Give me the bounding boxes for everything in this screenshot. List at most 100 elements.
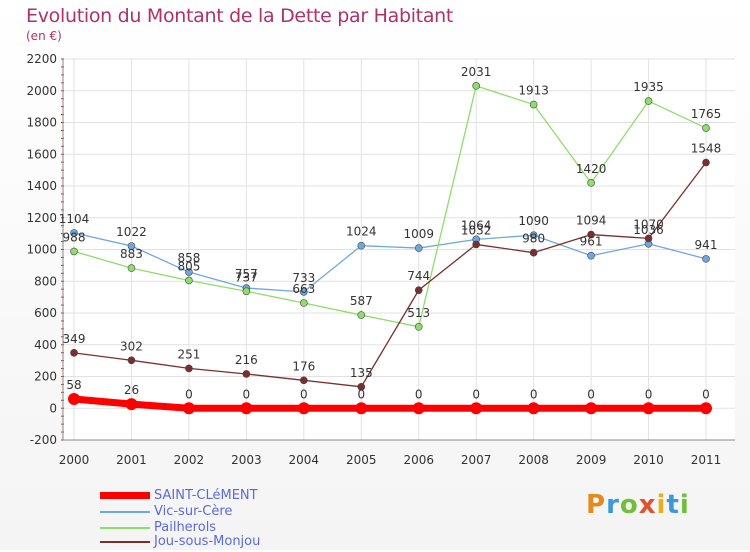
data-label: 587 bbox=[350, 294, 373, 308]
y-tick-label: 2200 bbox=[26, 52, 57, 66]
data-point bbox=[300, 288, 308, 296]
data-label: 883 bbox=[120, 247, 143, 261]
data-point bbox=[70, 349, 78, 357]
data-label: 0 bbox=[243, 387, 251, 401]
data-label: 1420 bbox=[576, 162, 607, 176]
data-point bbox=[357, 383, 366, 391]
y-tick-label: 800 bbox=[34, 274, 57, 288]
data-point bbox=[185, 364, 193, 373]
data-label: 135 bbox=[350, 366, 373, 380]
logo-letter: r bbox=[606, 490, 620, 520]
data-label: 26 bbox=[124, 383, 139, 397]
data-label: 858 bbox=[177, 251, 200, 265]
data-point bbox=[357, 311, 366, 319]
data-label: 1765 bbox=[691, 107, 722, 121]
legend-label: Vic-sur-Cère bbox=[154, 504, 233, 519]
y-tick-label: 600 bbox=[34, 306, 57, 320]
x-tick-label: 2005 bbox=[346, 453, 377, 467]
data-label: 0 bbox=[587, 387, 595, 401]
legend-swatch bbox=[100, 541, 150, 543]
y-tick-label: 400 bbox=[34, 338, 57, 352]
y-tick-label: 1600 bbox=[26, 147, 57, 161]
data-label: 2031 bbox=[461, 65, 492, 79]
x-tick-label: 2003 bbox=[231, 453, 262, 467]
series-line-0 bbox=[70, 395, 710, 412]
data-point bbox=[644, 97, 653, 105]
data-label: 961 bbox=[580, 235, 603, 249]
data-label: 1094 bbox=[576, 214, 607, 228]
data-point bbox=[587, 179, 595, 187]
x-tick-label: 2009 bbox=[576, 453, 607, 467]
logo-letter: i bbox=[656, 490, 667, 520]
series-line-1 bbox=[73, 232, 707, 293]
data-label: 1090 bbox=[518, 214, 549, 228]
data-point bbox=[70, 247, 78, 256]
data-point bbox=[300, 299, 308, 307]
x-tick-label: 2000 bbox=[59, 453, 90, 467]
data-label: 988 bbox=[63, 230, 86, 244]
data-point bbox=[414, 244, 423, 252]
chart-title: Evolution du Montant de la Dette par Hab… bbox=[26, 5, 454, 27]
series-line-2 bbox=[73, 85, 707, 328]
data-point bbox=[242, 287, 251, 296]
data-point bbox=[300, 376, 308, 385]
y-tick-label: 1400 bbox=[26, 179, 57, 193]
data-point bbox=[642, 402, 655, 415]
data-label: 941 bbox=[695, 238, 718, 252]
legend-label: SAINT-CLéMENT bbox=[154, 488, 258, 503]
data-point bbox=[185, 268, 193, 276]
data-point bbox=[127, 264, 136, 272]
x-tick-label: 2010 bbox=[633, 453, 664, 467]
data-label: 1064 bbox=[461, 218, 492, 232]
data-label: 216 bbox=[235, 353, 258, 367]
data-label: 58 bbox=[66, 378, 81, 392]
data-point bbox=[472, 240, 480, 249]
data-label: 737 bbox=[235, 270, 258, 284]
data-point bbox=[297, 402, 310, 415]
data-label: 302 bbox=[120, 339, 143, 353]
data-point bbox=[587, 230, 595, 239]
legend-swatch bbox=[100, 527, 150, 529]
data-label: 251 bbox=[177, 347, 200, 361]
x-tick-label: 2004 bbox=[289, 453, 320, 467]
data-label: 0 bbox=[530, 387, 538, 401]
legend-swatch bbox=[100, 492, 150, 499]
series-line-3 bbox=[73, 161, 707, 388]
data-label: 0 bbox=[415, 387, 423, 401]
y-tick-label: -200 bbox=[30, 433, 57, 447]
y-tick-label: 0 bbox=[49, 401, 57, 415]
data-point bbox=[587, 251, 595, 260]
data-point bbox=[242, 370, 251, 378]
data-point bbox=[702, 158, 710, 167]
data-label: 0 bbox=[185, 387, 193, 401]
logo-letter: x bbox=[638, 490, 657, 520]
data-point bbox=[700, 402, 712, 415]
data-label: 1024 bbox=[346, 225, 377, 239]
y-tick-label: 1800 bbox=[26, 116, 57, 130]
data-point bbox=[70, 229, 78, 237]
data-label: 1022 bbox=[116, 225, 147, 239]
data-label: 663 bbox=[292, 282, 315, 296]
data-point bbox=[68, 393, 80, 406]
x-tick-label: 2007 bbox=[461, 453, 492, 467]
data-point bbox=[240, 402, 253, 415]
data-label: 757 bbox=[235, 267, 258, 281]
data-label: 0 bbox=[300, 387, 308, 401]
data-point bbox=[412, 402, 425, 415]
chart-subtitle: (en €) bbox=[26, 29, 62, 43]
data-label: 744 bbox=[407, 269, 430, 283]
data-point bbox=[355, 402, 368, 415]
data-point bbox=[185, 276, 193, 285]
x-tick-label: 2002 bbox=[174, 453, 205, 467]
x-tick-label: 2006 bbox=[403, 453, 434, 467]
data-label: 0 bbox=[645, 387, 653, 401]
logo-letter: o bbox=[619, 490, 639, 520]
data-label: 1913 bbox=[518, 84, 549, 98]
legend-swatch bbox=[100, 511, 150, 513]
data-label: 176 bbox=[292, 359, 315, 373]
data-point bbox=[529, 231, 538, 240]
data-label: 1104 bbox=[59, 212, 90, 226]
data-label: 1032 bbox=[461, 223, 492, 237]
data-point bbox=[472, 82, 480, 90]
legend-label: Pailherols bbox=[154, 520, 217, 535]
